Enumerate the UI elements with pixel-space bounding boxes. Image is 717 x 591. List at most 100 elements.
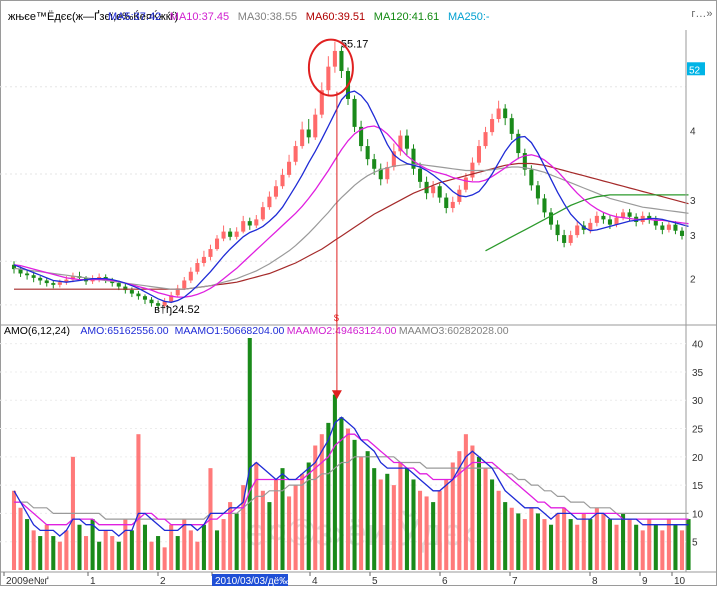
volume-bar [634,524,639,570]
maamo2-line [14,433,689,526]
candle-body [123,286,128,291]
candle-body [287,161,292,175]
candle-body [136,293,141,297]
volume-bar [313,445,318,570]
volume-bar [156,536,161,570]
volume-bar [84,536,89,570]
volume-bar [195,541,200,570]
volume-bar [535,513,540,570]
marker-label: $ [334,313,339,323]
x-axis-label: 5 [372,576,378,586]
volume-bar [385,473,390,570]
candle-body [201,256,206,264]
candle-body [51,283,56,285]
volume-bar [339,417,344,570]
volume-bar [575,524,580,570]
corner-icon[interactable]: г…» [691,8,712,20]
volume-bar [679,530,685,570]
volume-bar [555,513,560,570]
volume-bar [660,530,665,570]
x-axis-label: 2010/03/03/дё‰ [215,576,289,586]
volume-bar [378,479,383,570]
volume-bar [365,451,370,570]
volume-bar [666,519,671,570]
candle-body [411,148,416,169]
legend-item: MA10:37.45 [170,11,229,23]
candle-body [391,151,396,168]
volume-bar [588,519,593,570]
candle-body [326,66,331,91]
candle-body [38,277,43,281]
candle-body [247,221,252,226]
volume-bar [607,519,612,570]
volume-bar [509,507,514,570]
volume-bar [51,536,56,570]
candle-body [496,108,501,120]
volume-bar [359,456,364,570]
price-tick-label: 2 [690,275,696,286]
volume-axis: 40 35 30 25 20 15 10 5 [692,340,704,549]
volume-bar [542,519,547,570]
volume-bar [57,541,62,570]
candle-body [562,235,567,243]
volume-bar [182,519,187,570]
candle-body [398,135,403,152]
volume-bar [476,456,482,570]
volume-bar [653,524,658,570]
volume-legend-item: MAAMO1:50668204.00 [175,325,285,337]
price-axis: 52 4 3 3 2 [687,62,705,286]
candle-body [601,215,606,220]
volume-bar [647,519,652,570]
ma60-line [14,162,689,290]
candle-body [339,50,344,72]
candle-body [627,212,632,217]
candle-body [588,222,593,230]
candle-body [280,174,285,187]
candle-body [621,212,626,218]
candle-body [522,153,527,170]
candle-body [555,224,560,236]
candle-body [31,275,36,278]
candle-body [188,271,193,281]
legend-item: MA60:39.51 [306,11,365,23]
volume-bar [306,462,311,570]
candle-body [18,269,23,274]
volume-bar [254,462,259,570]
legend-title: жњєе™Ёдєє(ж—Ґзєї,е‰Ќе¤Ќжќѓ) [8,10,178,23]
price-legend: MA5:37.42 MA10:37.45 MA30:38.55 MA60:39.51 M… [108,11,490,23]
candle-body [332,50,337,67]
candle-body [418,168,423,182]
volume-bar [437,490,442,570]
candle-body [450,201,455,209]
volume-bar [418,490,423,570]
candle-body [385,167,390,180]
maamo3-line [14,456,689,520]
high-price-annotation: 55.17 [341,39,369,51]
candle-body [149,299,154,304]
candle-body [535,185,540,199]
volume-bars [11,338,691,570]
x-axis-label: 2 [160,576,166,586]
candle-body [516,133,521,154]
volume-bar [352,439,357,570]
candle-body [378,168,383,180]
candle-body [647,215,652,220]
candle-body [44,280,49,284]
x-axis-label: 10 [674,576,686,586]
legend-item: MA120:41.61 [374,11,439,23]
volume-bar [169,524,174,570]
volume-bar [77,524,82,570]
price-tick-label: 3 [690,196,696,207]
price-annotations: 55.17 в†ђ24.52 [154,38,369,316]
candle-body [221,231,226,239]
volume-bar [391,485,396,570]
volume-bar [686,519,691,570]
volume-bar [431,502,436,570]
volume-bar [581,513,586,570]
amo-line [13,416,689,537]
date-highlight [212,574,288,586]
volume-tick-label: 15 [692,481,704,492]
volume-bar [25,519,30,570]
candle-body [490,119,495,133]
